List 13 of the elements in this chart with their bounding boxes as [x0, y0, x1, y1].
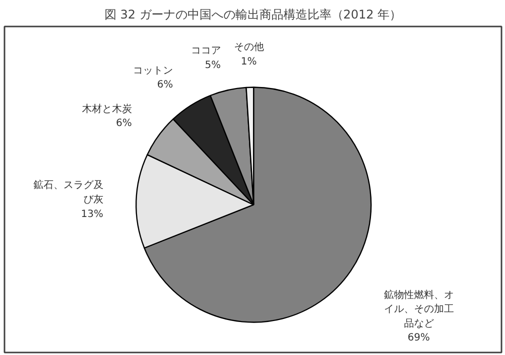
data-label: 1% — [240, 56, 257, 68]
slice-label: ココア — [190, 46, 221, 57]
slice-label: 木材と木炭 — [82, 102, 132, 115]
chart-title: 図 32 ガーナの中国への輸出商品構造比率（2012 年） — [104, 8, 402, 22]
data-label: 69% — [408, 332, 430, 344]
slice-label: コットン — [133, 65, 174, 76]
slice-label: 鉱石、スラグ及び灰 — [33, 179, 104, 206]
data-label: 5% — [204, 60, 221, 71]
data-label: 13% — [81, 208, 104, 220]
data-label: 6% — [116, 118, 132, 130]
data-label: 6% — [157, 80, 174, 91]
slice-label: 鉱物性燃料、オイル、その加工品など — [384, 288, 454, 330]
slice-label: その他 — [234, 41, 264, 54]
